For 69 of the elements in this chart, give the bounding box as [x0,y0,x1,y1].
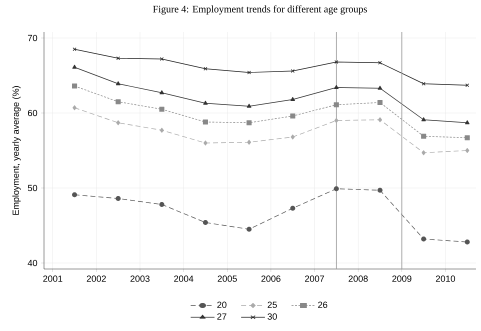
legend-label: 26 [318,302,328,308]
y-tick-label: 50 [28,184,38,192]
legend-label: 27 [217,313,226,320]
point [422,82,426,86]
point [421,134,426,139]
point [378,117,382,122]
x-tick-label: 2001 [43,276,62,282]
point [116,196,121,202]
point [116,56,120,60]
point [246,226,252,232]
chart-title: Figure 4: Employment trends for different age groups [153,5,367,15]
point [72,105,77,110]
x-tick-label: 2003 [130,276,150,282]
point [422,150,426,156]
legend-label: 30 [268,313,277,320]
point [160,57,164,61]
x-tick-label: 2002 [86,276,106,282]
point [378,60,382,65]
x-tick-label: 2004 [174,276,194,282]
point [464,135,470,140]
point [202,119,208,125]
point [203,140,208,146]
point [159,106,164,112]
x-tick-label: 2006 [261,276,280,282]
point [465,148,470,154]
y-axis-title: Employment, yearly average (%) [12,86,21,215]
point [204,66,208,71]
x-tick-label: 2007 [305,276,324,282]
point [334,84,339,89]
point [464,239,470,245]
y-tick-label: 70 [28,34,38,42]
point [247,70,251,74]
point [159,202,164,208]
y-tick-label: 40 [28,260,38,266]
point [72,83,78,89]
point [116,99,121,104]
point [334,118,338,124]
point [421,236,426,242]
point [72,64,77,69]
point [334,60,338,64]
point [465,120,470,124]
x-tick-label: 2005 [218,276,237,282]
point [116,120,120,126]
point [378,86,382,90]
point [246,104,252,108]
point [290,206,296,211]
x-tick-label: 2008 [348,276,368,282]
point [290,134,295,140]
point [290,96,295,101]
point [202,220,208,226]
point [334,102,339,108]
point [247,140,252,145]
point [290,69,295,73]
point [290,113,296,119]
point [160,128,164,133]
x-tick-label: 2010 [436,276,456,282]
point [334,186,339,192]
point [116,81,120,86]
point [203,100,208,105]
legend-label: 20 [217,302,226,308]
point [160,90,164,94]
point [72,192,78,198]
point [377,188,383,193]
point [421,117,426,122]
legend-label: 25 [268,302,277,308]
point [246,120,252,126]
point [377,100,383,106]
x-tick-label: 2009 [392,276,412,282]
y-tick-label: 60 [28,110,38,116]
